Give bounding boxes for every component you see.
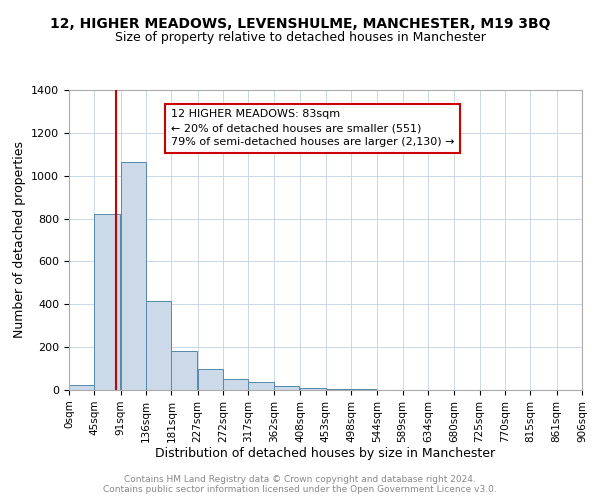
Text: Size of property relative to detached houses in Manchester: Size of property relative to detached ho… <box>115 31 485 44</box>
Bar <box>325 389 351 390</box>
Bar <box>146 301 172 390</box>
Text: 12, HIGHER MEADOWS, LEVENSHULME, MANCHESTER, M19 3BQ: 12, HIGHER MEADOWS, LEVENSHULME, MANCHES… <box>50 18 550 32</box>
Y-axis label: Number of detached properties: Number of detached properties <box>13 142 26 338</box>
Bar <box>69 384 94 390</box>
Bar <box>121 162 146 390</box>
Bar <box>197 368 223 390</box>
Bar <box>300 388 325 390</box>
Text: 12 HIGHER MEADOWS: 83sqm
← 20% of detached houses are smaller (551)
79% of semi-: 12 HIGHER MEADOWS: 83sqm ← 20% of detach… <box>171 110 454 148</box>
X-axis label: Distribution of detached houses by size in Manchester: Distribution of detached houses by size … <box>155 448 496 460</box>
Text: Contains public sector information licensed under the Open Government Licence v3: Contains public sector information licen… <box>103 485 497 494</box>
Text: Contains HM Land Registry data © Crown copyright and database right 2024.: Contains HM Land Registry data © Crown c… <box>124 475 476 484</box>
Bar <box>248 382 274 390</box>
Bar <box>223 378 248 390</box>
Bar <box>274 386 299 390</box>
Bar <box>94 214 120 390</box>
Bar <box>172 351 197 390</box>
